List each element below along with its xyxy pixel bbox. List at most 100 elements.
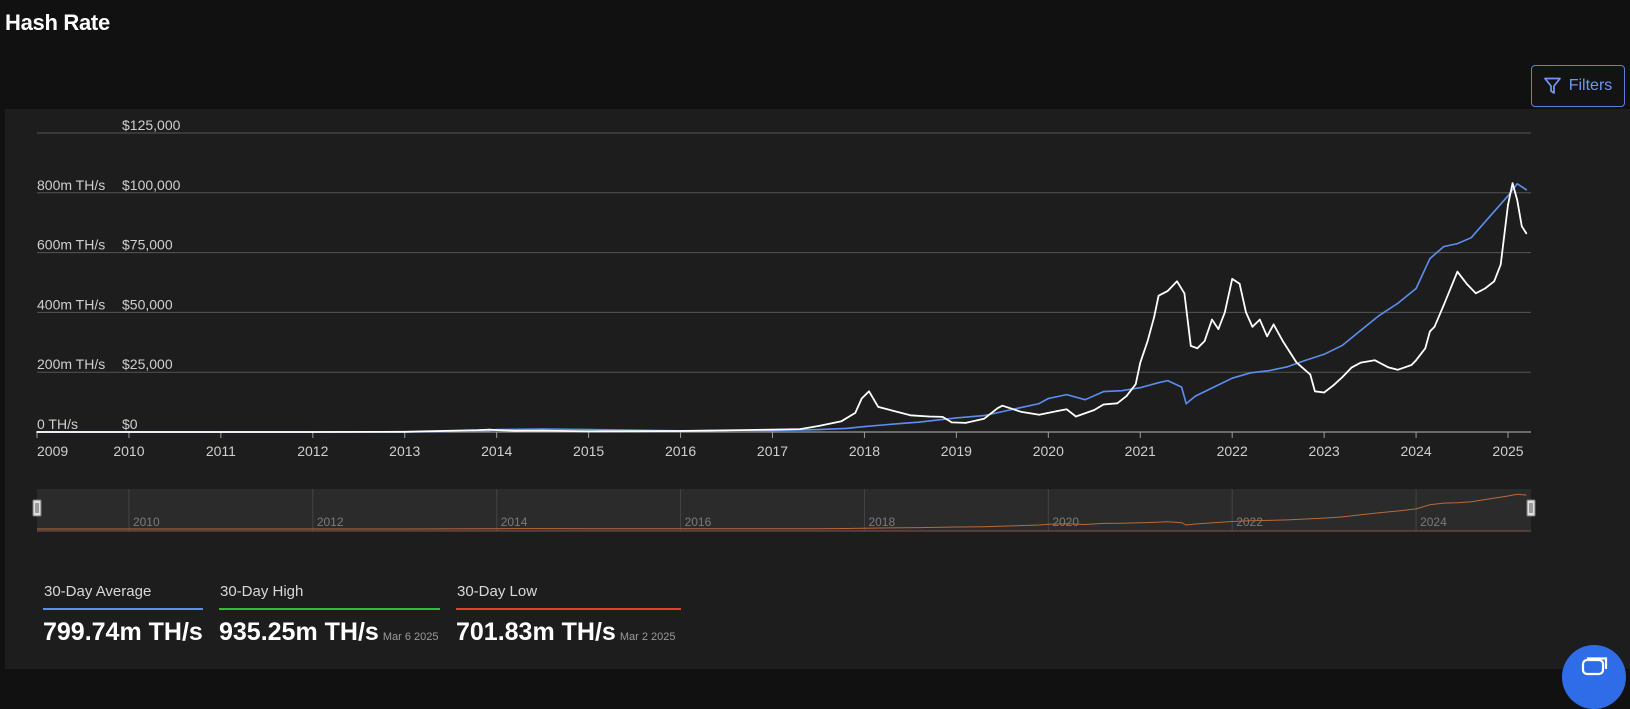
x-tick-label: 2021 [1125,443,1156,459]
hash-rate-point [1360,329,1362,332]
price-point [1314,390,1316,393]
hash-rate-point [1084,398,1086,401]
navigator-handle-left[interactable] [32,499,42,517]
price-point [771,428,774,431]
stat-value: 799.74m TH/s [43,618,203,646]
y-tick-label-left: 200m TH/s [37,356,105,372]
hash-rate-point [1456,242,1459,245]
page-title: Hash Rate [5,10,110,35]
price-point [928,415,930,418]
stat-label: 30-Day Low [457,583,538,600]
price-point [514,430,516,432]
price-point [403,430,406,433]
price-point [1065,408,1068,411]
price-point [128,431,130,433]
price-point [1323,391,1325,394]
navigator-series-line [37,493,1527,530]
price-point [1511,182,1514,185]
filters-button-label: Filters [1568,77,1613,94]
price-point [1001,404,1004,407]
stat-label: 30-Day High [220,583,304,600]
price-point [1238,282,1241,285]
filter-funnel-icon [1543,77,1561,94]
price-point [840,420,843,423]
price-point [996,407,999,409]
price-point [477,429,480,431]
price-point [1424,347,1427,350]
price-point [1056,410,1059,412]
x-tick-label: 2022 [1217,443,1248,459]
hash-rate-point [1415,287,1417,290]
price-point [679,430,682,432]
price-line [37,182,1528,433]
price-point [1190,345,1192,347]
price-point [1332,384,1335,387]
hash-rate-point [1268,369,1270,372]
price-point [1410,364,1413,366]
hash-rate-point [845,427,847,430]
hash-rate-line [37,183,1527,433]
price-point [1153,316,1155,318]
price-point [1387,366,1390,369]
navigator-tick-label: 2018 [868,515,895,529]
price-point [541,429,544,432]
hash-rate-point [1139,386,1142,389]
price-point [1272,323,1275,326]
price-point [1038,413,1040,416]
price-point [1019,410,1022,413]
hash-rate-point [1286,366,1289,368]
hash-rate-point [1470,236,1473,239]
hash-rate-point [955,417,958,419]
stat-value: 935.25m TH/s [219,618,379,646]
y-tick-label-right: $25,000 [122,356,173,372]
price-point [1415,359,1417,362]
hash-rate-chart: $0 $25,000 $50,000 $75,000 $100,000 $125,000 0… [32,117,1536,532]
filters-button[interactable]: Filters [1531,65,1625,107]
y-tick-label-left: 400m TH/s [37,296,105,312]
x-tick-label: 2015 [573,443,604,459]
price-point [1433,325,1436,328]
price-point [950,421,953,424]
price-point [1295,361,1298,364]
price-point [1231,278,1233,280]
price-point [1183,292,1186,295]
hash-rate-point [891,423,893,426]
navigator-handle-right[interactable] [1526,499,1536,517]
price-point [1217,328,1220,330]
x-tick-label: 2018 [849,443,880,459]
hash-rate-point [1323,353,1325,356]
price-point [1475,292,1477,295]
price-point [1146,340,1149,342]
price-point [1525,232,1528,235]
chat-widget-button[interactable] [1562,645,1626,709]
hash-rate-point [918,421,921,423]
price-point [1484,287,1486,290]
price-point [1266,335,1268,338]
navigator-tick-label: 2020 [1052,515,1079,529]
navigator-handle-grip [32,499,42,517]
price-point [891,409,893,412]
hash-rate-point [1507,194,1509,197]
hash-rate-point [541,428,544,430]
price-point [1176,280,1178,283]
navigator-tick-label: 2016 [685,515,712,529]
x-tick-label: 2020 [1033,443,1064,459]
price-point [1350,366,1353,369]
hash-rate-point [983,414,985,417]
stat-date: Mar 6 2025 [382,631,439,643]
stat-accent-line [456,608,681,610]
price-point [868,390,870,393]
y-tick-label-left: 800m TH/s [37,177,105,193]
chat-icon [1581,657,1608,676]
y-tick-label-right: $100,000 [122,177,181,193]
y-tick-label-left: 600m TH/s [37,237,105,253]
price-point [488,428,491,431]
x-tick-label: 2019 [941,443,972,459]
hash-rate-point [1157,381,1160,384]
hash-rate-point [1194,395,1197,397]
navigator-background [37,489,1531,531]
x-tick-label: 2024 [1400,443,1431,459]
price-point [854,412,857,414]
price-point [1093,409,1096,411]
price-point [1442,304,1445,307]
